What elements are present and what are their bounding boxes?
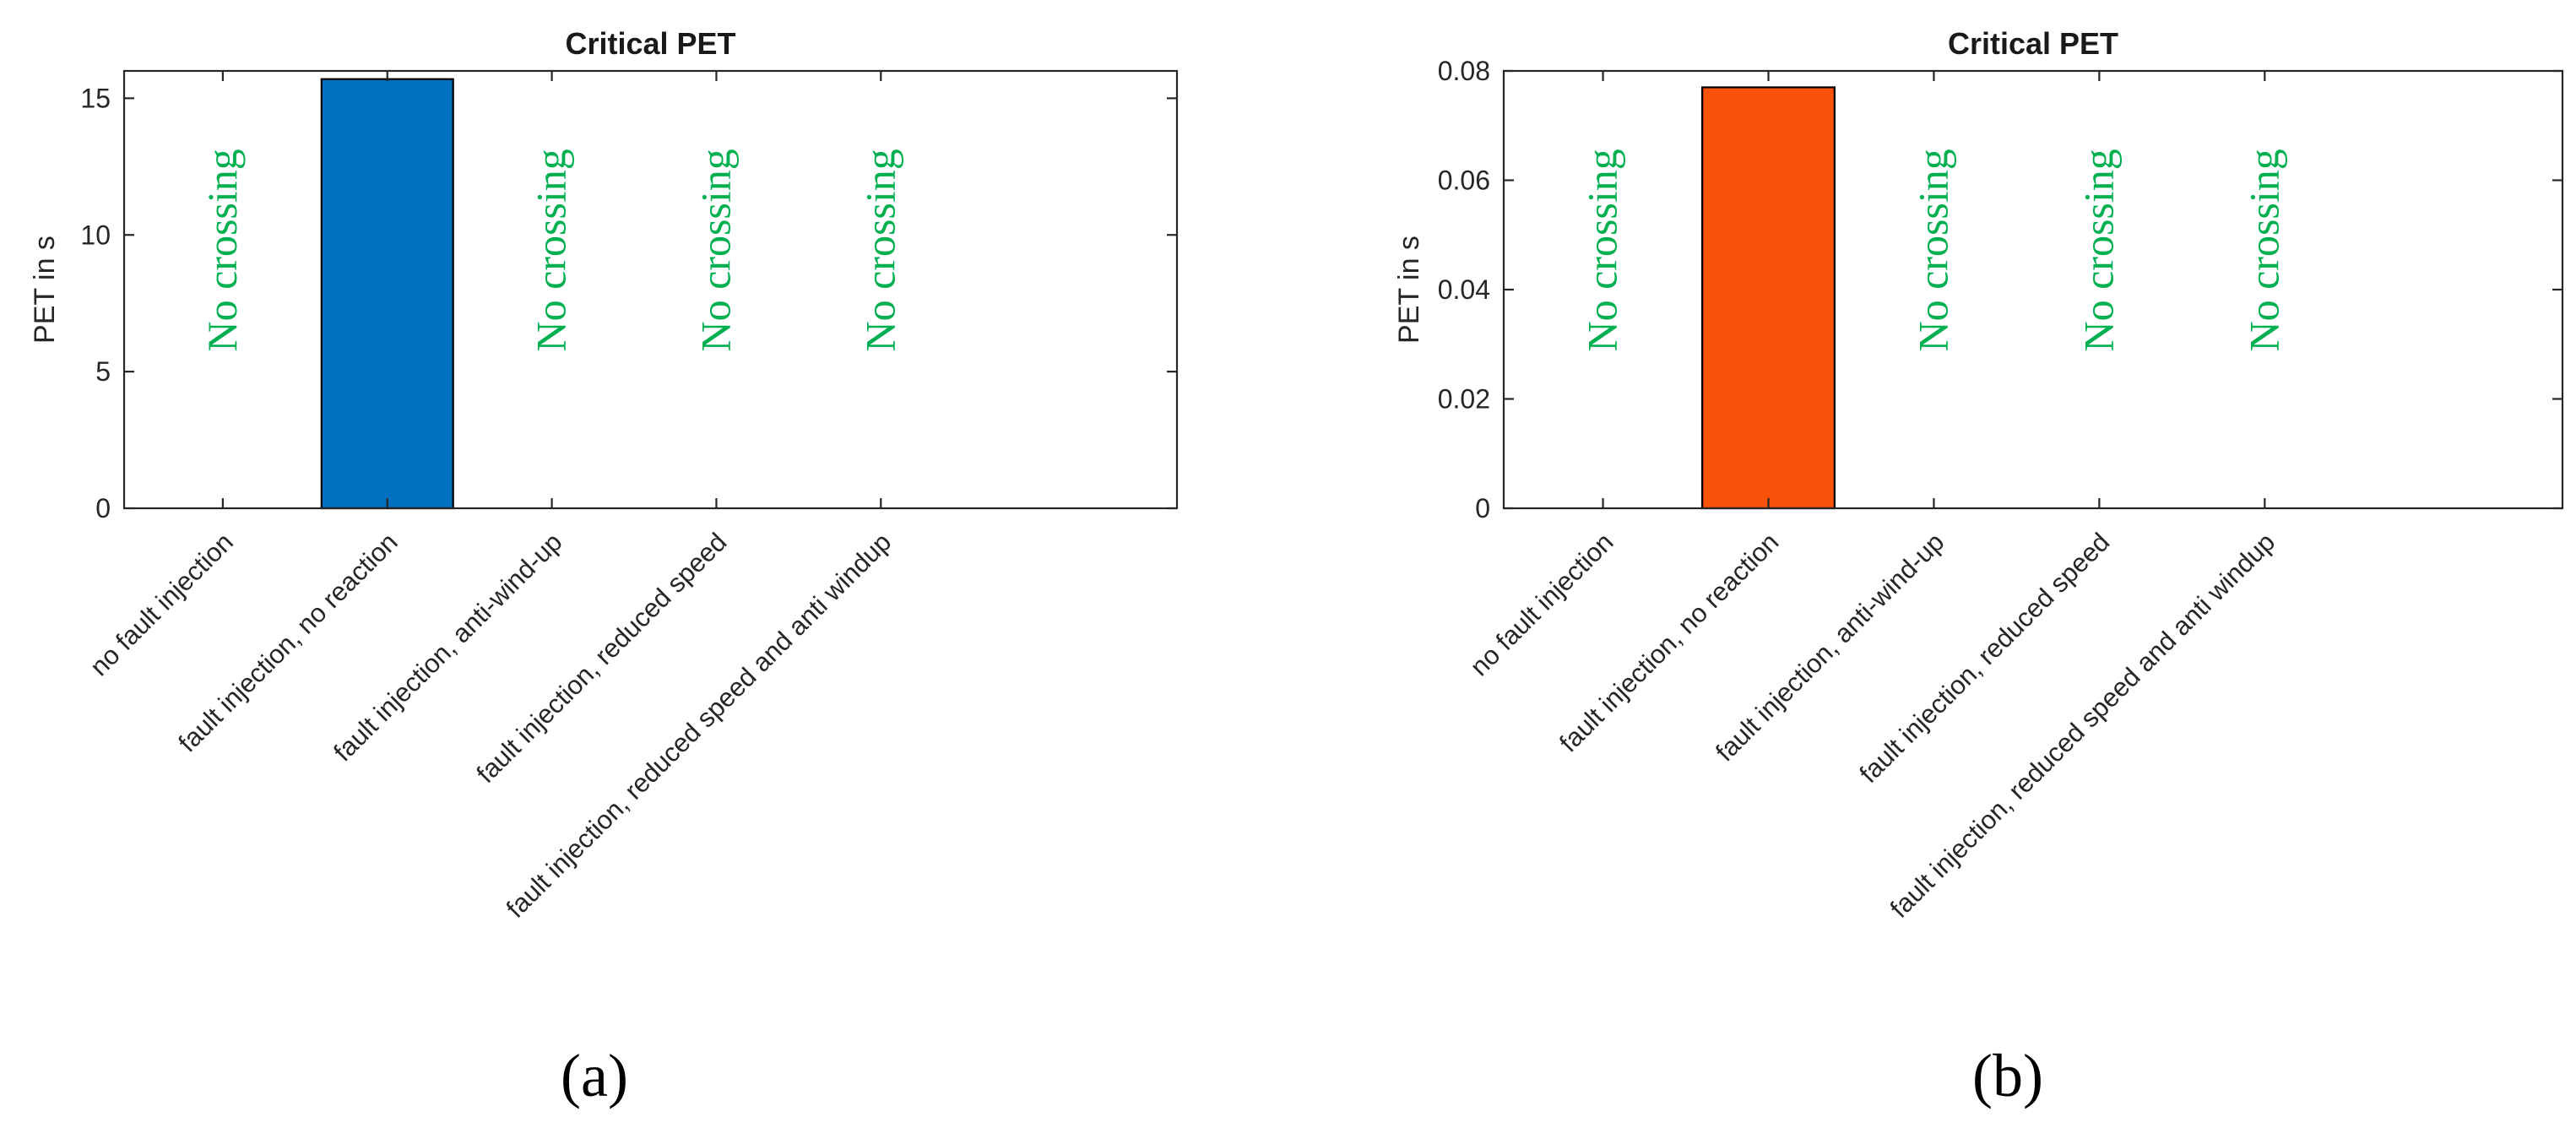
annotation-no-crossing: No crossing: [856, 149, 903, 351]
plot-area-box: [1502, 69, 2564, 510]
annotation-no-crossing: No crossing: [1579, 149, 1626, 351]
y-tick-label: 10: [80, 220, 111, 250]
y-tick-label: 0.08: [1438, 56, 1490, 86]
chart-title: Critical PET: [1948, 26, 2118, 61]
chart-panel-b: Critical PET 0 0.02 0.04 0.06 0.08 PET in s no …: [1393, 26, 2564, 1109]
y-axis-label: PET in s: [29, 236, 61, 344]
plot-area-box: [122, 69, 1179, 510]
chart-title: Critical PET: [565, 26, 735, 61]
panel-label: (b): [1972, 1042, 2043, 1109]
chart-panel-a: Critical PET 0 5 10 15 PET in s no fault injec…: [29, 26, 1179, 1109]
y-axis-label: PET in s: [1393, 236, 1425, 344]
y-tick-label: 15: [80, 83, 111, 113]
y-tick-label: 0.04: [1438, 274, 1490, 305]
annotation-no-crossing: No crossing: [528, 149, 575, 351]
x-tick-label: no fault injection: [1464, 527, 1619, 681]
x-tick-label: fault injection, reduced speed and anti …: [501, 527, 898, 924]
x-tick-label: fault injection, reduced speed and anti …: [1885, 527, 2281, 924]
annotation-no-crossing: No crossing: [2074, 149, 2122, 351]
y-tick-label: 0.02: [1438, 384, 1490, 415]
panel-label: (a): [561, 1042, 628, 1109]
annotation-no-crossing: No crossing: [2240, 149, 2287, 351]
y-tick-label: 0.06: [1438, 165, 1490, 196]
bar-2: [1701, 86, 1836, 510]
annotation-no-crossing: No crossing: [198, 149, 246, 351]
y-tick-label: 0: [1475, 493, 1490, 523]
y-tick-label: 0: [95, 493, 111, 523]
annotation-no-crossing: No crossing: [691, 149, 739, 351]
y-tick-label: 5: [95, 356, 111, 387]
annotation-no-crossing: No crossing: [1909, 149, 1956, 351]
x-tick-label: no fault injection: [84, 527, 239, 681]
bar-2: [320, 78, 454, 510]
